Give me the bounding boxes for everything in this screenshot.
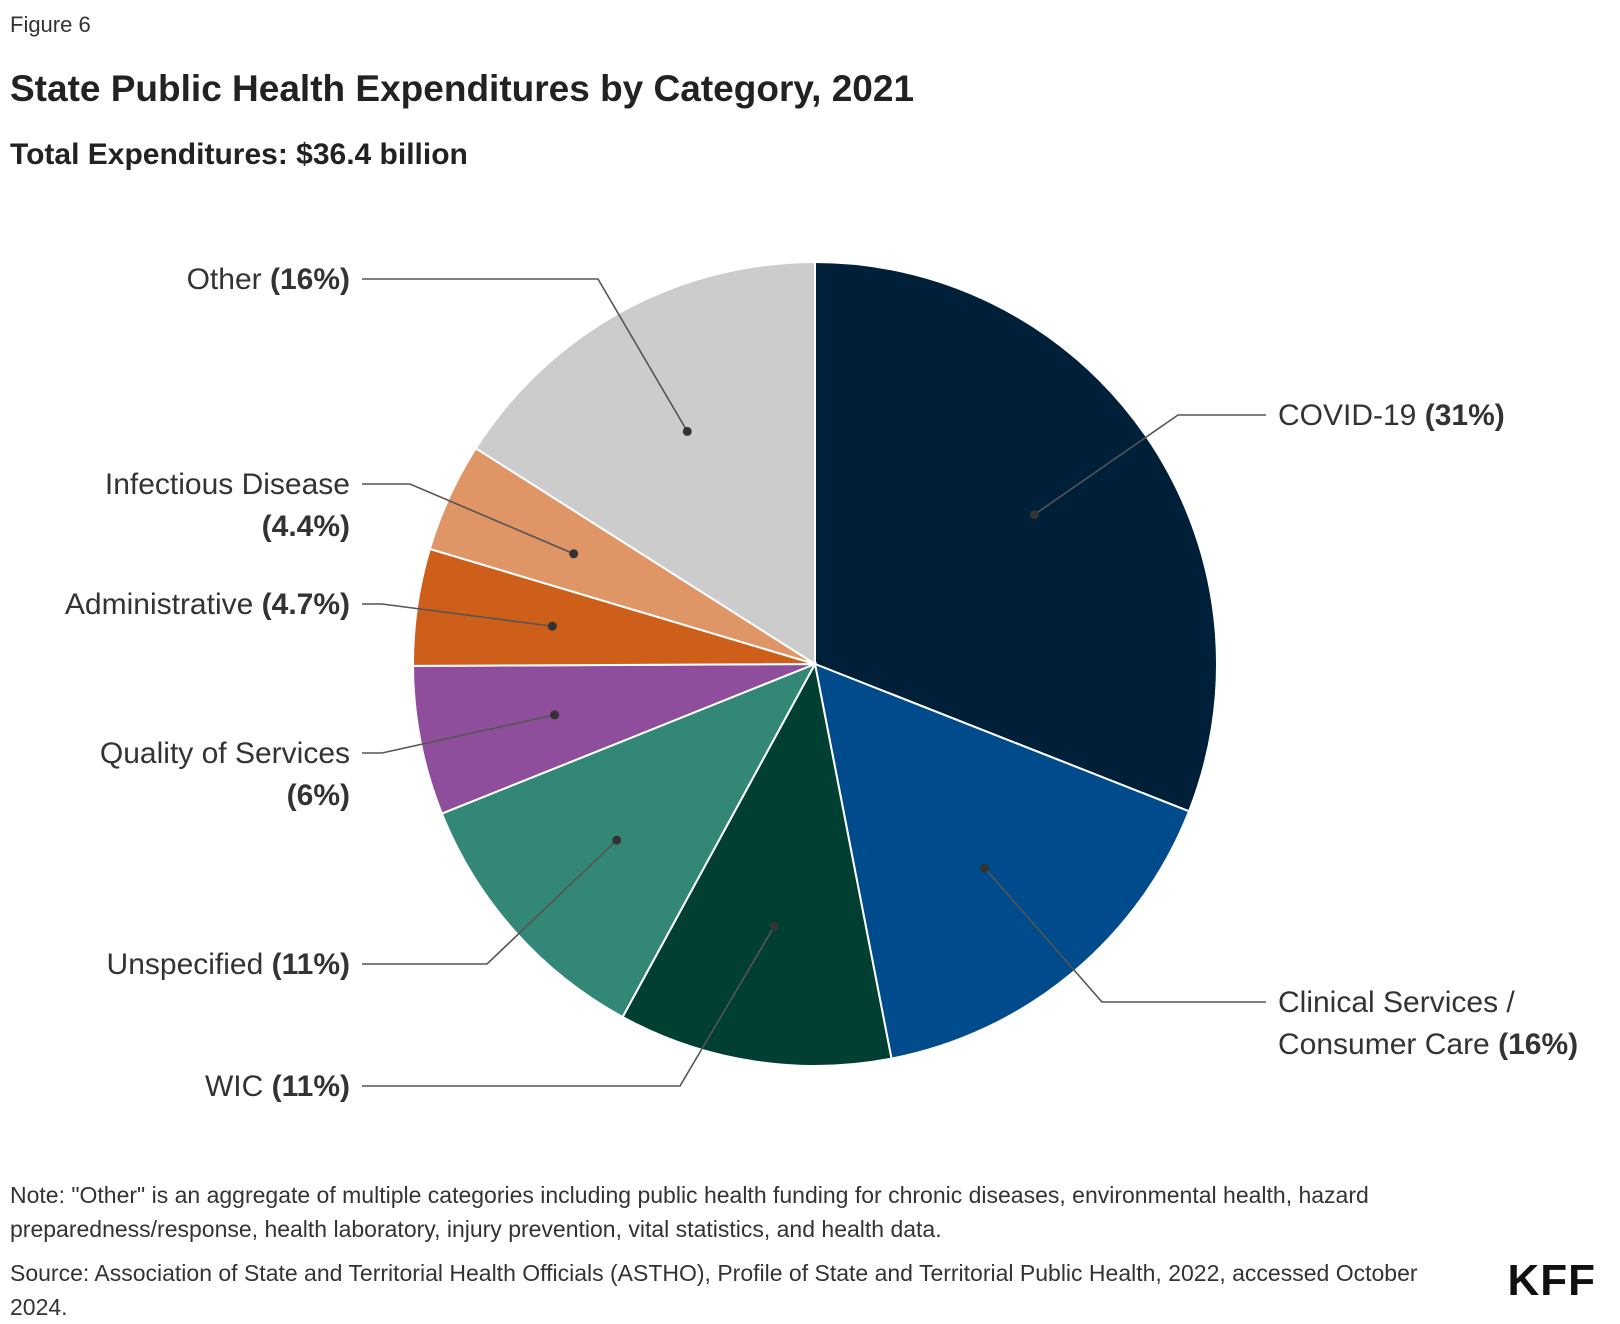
leader-dot-administrative: [547, 621, 557, 631]
pie-slice-other: [474, 260, 816, 666]
leader-dot-wic: [769, 921, 779, 931]
pie-slice-covid-19: [814, 260, 1219, 813]
leader-line-covid-19: [1033, 414, 1266, 516]
slice-label-quality-of-services: Quality of Services (6%): [100, 737, 350, 812]
leader-line-clinical-services-consumer-care: [984, 867, 1266, 1003]
slice-label-wic: WIC (11%): [205, 1070, 350, 1103]
slice-label-infectious-disease: Infectious Disease (4.4%): [105, 468, 350, 543]
pie-chart: COVID-19 (31%) Clinical Services / Consume…: [65, 260, 1578, 1103]
chart-subtitle: Total Expenditures: $36.4 billion: [10, 138, 468, 171]
pie-slice-wic: [621, 661, 893, 1067]
slice-label-unspecified: Unspecified (11%): [107, 948, 350, 981]
leader-dot-covid-19: [1029, 510, 1039, 520]
leader-dot-unspecified: [612, 835, 622, 845]
pie-slices: [411, 260, 1219, 1067]
slice-label-administrative: Administrative (4.7%): [65, 588, 350, 621]
leader-line-administrative: [362, 603, 553, 628]
leader-line-wic: [362, 925, 776, 1087]
leader-dot-other: [682, 426, 692, 436]
leader-line-quality-of-services: [362, 714, 555, 754]
leader-line-unspecified: [362, 839, 618, 965]
chart-title: State Public Health Expenditures by Cate…: [10, 68, 915, 109]
leader-line-other: [362, 278, 688, 432]
slice-labels: COVID-19 (31%) Clinical Services / Consume…: [65, 263, 1578, 1103]
leader-dot-quality-of-services: [550, 710, 560, 720]
pie-slice-clinical-services-consumer-care: [813, 662, 1191, 1060]
leader-dot-infectious-disease: [569, 549, 579, 559]
slice-label-covid-19: COVID-19 (31%): [1278, 399, 1505, 432]
chart-note: Note: "Other" is an aggregate of multipl…: [10, 1182, 1369, 1242]
leader-lines: [362, 278, 1266, 1087]
slice-label-clinical-services-consumer-care: Clinical Services / Consumer Care (16%): [1278, 986, 1578, 1061]
figure-label: Figure 6: [10, 12, 91, 37]
leader-line-infectious-disease: [362, 483, 574, 555]
leader-dot-clinical-services-consumer-care: [980, 863, 990, 873]
slice-label-other: Other (16%): [187, 263, 350, 296]
chart-source: Source: Association of State and Territo…: [10, 1260, 1418, 1320]
kff-logo: KFF: [1507, 1256, 1596, 1305]
pie-slice-unspecified: [440, 662, 818, 1019]
pie-slice-quality-of-services: [411, 663, 816, 815]
